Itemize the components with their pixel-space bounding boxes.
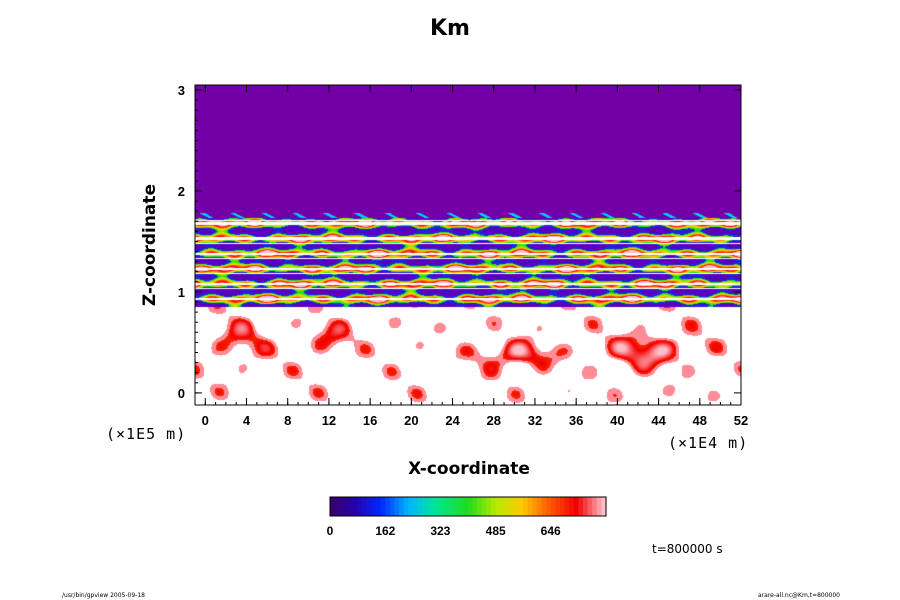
footer-right: arare-all.nc@Km,t=800000	[758, 592, 841, 599]
colorbar-segment	[583, 497, 589, 516]
y-tick-label: 1	[178, 285, 185, 300]
colorbar-segment	[587, 497, 593, 516]
colorbar-tick-label: 485	[486, 524, 506, 538]
colorbar-segment	[426, 497, 432, 516]
colorbar-tick-label: 323	[430, 524, 450, 538]
x-tick-label: 40	[610, 413, 624, 428]
colorbar-segment	[504, 497, 510, 516]
x-tick-label: 52	[734, 413, 748, 428]
colorbar-segment	[334, 497, 340, 516]
colorbar-segment	[569, 497, 575, 516]
colorbar-segment	[509, 497, 515, 516]
plot-frame	[194, 84, 742, 406]
colorbar-segment	[601, 497, 607, 516]
colorbar-segment	[578, 497, 584, 516]
colorbar-segment	[431, 497, 437, 516]
colorbar-segment	[477, 497, 483, 516]
colorbar-segment	[362, 497, 368, 516]
colorbar-segment	[357, 497, 363, 516]
colorbar-segment	[596, 497, 602, 516]
colorbar-segment	[380, 497, 386, 516]
x-tick-label: 20	[404, 413, 418, 428]
colorbar-segment	[343, 497, 349, 516]
colorbar-segment	[412, 497, 418, 516]
chart-title: Km	[430, 16, 470, 41]
x-tick-label: 4	[243, 413, 251, 428]
colorbar-segment	[592, 497, 598, 516]
colorbar-segment	[435, 497, 441, 516]
colorbar-segment	[500, 497, 506, 516]
colorbar-segment	[523, 497, 529, 516]
colorbar-segment	[527, 497, 533, 516]
colorbar-segment	[371, 497, 377, 516]
colorbar-segment	[537, 497, 543, 516]
x-tick-label: 44	[651, 413, 666, 428]
x-axis-label: X-coordinate	[408, 459, 530, 479]
colorbar-segment	[550, 497, 556, 516]
colorbar-frame	[329, 496, 607, 517]
x-tick-label: 12	[322, 413, 336, 428]
y-tick-label: 2	[178, 184, 185, 199]
x-tick-label: 0	[202, 413, 209, 428]
x-tick-label: 8	[284, 413, 291, 428]
colorbar-segment	[348, 497, 354, 516]
x-tick-label: 36	[569, 413, 583, 428]
x-tick-label: 32	[528, 413, 542, 428]
colorbar-segment	[449, 497, 455, 516]
colorbar-segment	[518, 497, 524, 516]
colorbar-segment	[353, 497, 359, 516]
colorbar-segment	[389, 497, 395, 516]
y-axis-unit: (×1E5 m)	[106, 425, 187, 443]
time-label: t=800000 s	[652, 542, 723, 556]
colorbar-segment	[445, 497, 451, 516]
colorbar-segment	[468, 497, 474, 516]
colorbar-tick-label: 162	[375, 524, 395, 538]
colorbar-segment	[422, 497, 428, 516]
colorbar-segment	[491, 497, 497, 516]
colorbar-segment	[408, 497, 414, 516]
colorbar-segment	[573, 497, 579, 516]
colorbar-segment	[385, 497, 391, 516]
colorbar-segment	[454, 497, 460, 516]
colorbar-segment	[472, 497, 478, 516]
colorbar-segment	[486, 497, 492, 516]
x-tick-label: 48	[693, 413, 707, 428]
colorbar-segment	[458, 497, 464, 516]
colorbar-segment	[564, 497, 570, 516]
colorbar-tick-label: 646	[541, 524, 561, 538]
y-tick-label: 3	[178, 83, 185, 98]
colorbar-segment	[555, 497, 561, 516]
colorbar-segment	[481, 497, 487, 516]
colorbar-segment	[541, 497, 547, 516]
colorbar-segment	[403, 497, 409, 516]
colorbar-tick-label: 0	[327, 524, 334, 538]
colorbar-segment	[532, 497, 538, 516]
colorbar-segment	[330, 497, 336, 516]
colorbar-segment	[417, 497, 423, 516]
x-axis-unit: (×1E4 m)	[668, 434, 749, 452]
colorbar-segment	[440, 497, 446, 516]
colorbar-segment	[394, 497, 400, 516]
colorbar-segment	[339, 497, 345, 516]
colorbar-segment	[560, 497, 566, 516]
footer-left: /usr/bin/gpview 2005-09-18	[62, 592, 145, 599]
colorbar-segment	[463, 497, 469, 516]
colorbar-segment	[366, 497, 372, 516]
x-tick-label: 24	[445, 413, 460, 428]
y-axis-label: Z-coordinate	[140, 183, 160, 307]
x-tick-label: 28	[487, 413, 501, 428]
colorbar-segment	[495, 497, 501, 516]
colorbar-segment	[514, 497, 520, 516]
colorbar-segment	[376, 497, 382, 516]
x-tick-label: 16	[363, 413, 377, 428]
colorbar-segment	[546, 497, 552, 516]
heatmap-field	[195, 85, 741, 405]
y-tick-label: 0	[178, 386, 185, 401]
colorbar-segment	[399, 497, 405, 516]
